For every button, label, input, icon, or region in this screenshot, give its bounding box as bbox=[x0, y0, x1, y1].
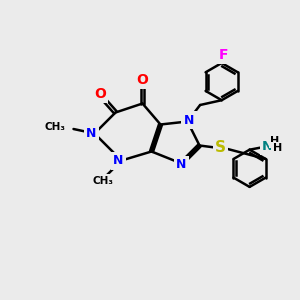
Text: N: N bbox=[184, 113, 194, 127]
Text: H: H bbox=[273, 143, 282, 153]
Text: CH₃: CH₃ bbox=[92, 176, 113, 187]
Text: F: F bbox=[218, 48, 228, 62]
Text: O: O bbox=[94, 87, 106, 100]
Text: O: O bbox=[136, 73, 148, 86]
Text: N: N bbox=[262, 140, 273, 153]
Text: N: N bbox=[113, 154, 124, 167]
Text: N: N bbox=[86, 127, 97, 140]
Text: N: N bbox=[176, 158, 187, 172]
Text: S: S bbox=[215, 140, 226, 155]
Text: H: H bbox=[271, 136, 280, 146]
Text: CH₃: CH₃ bbox=[44, 122, 65, 132]
